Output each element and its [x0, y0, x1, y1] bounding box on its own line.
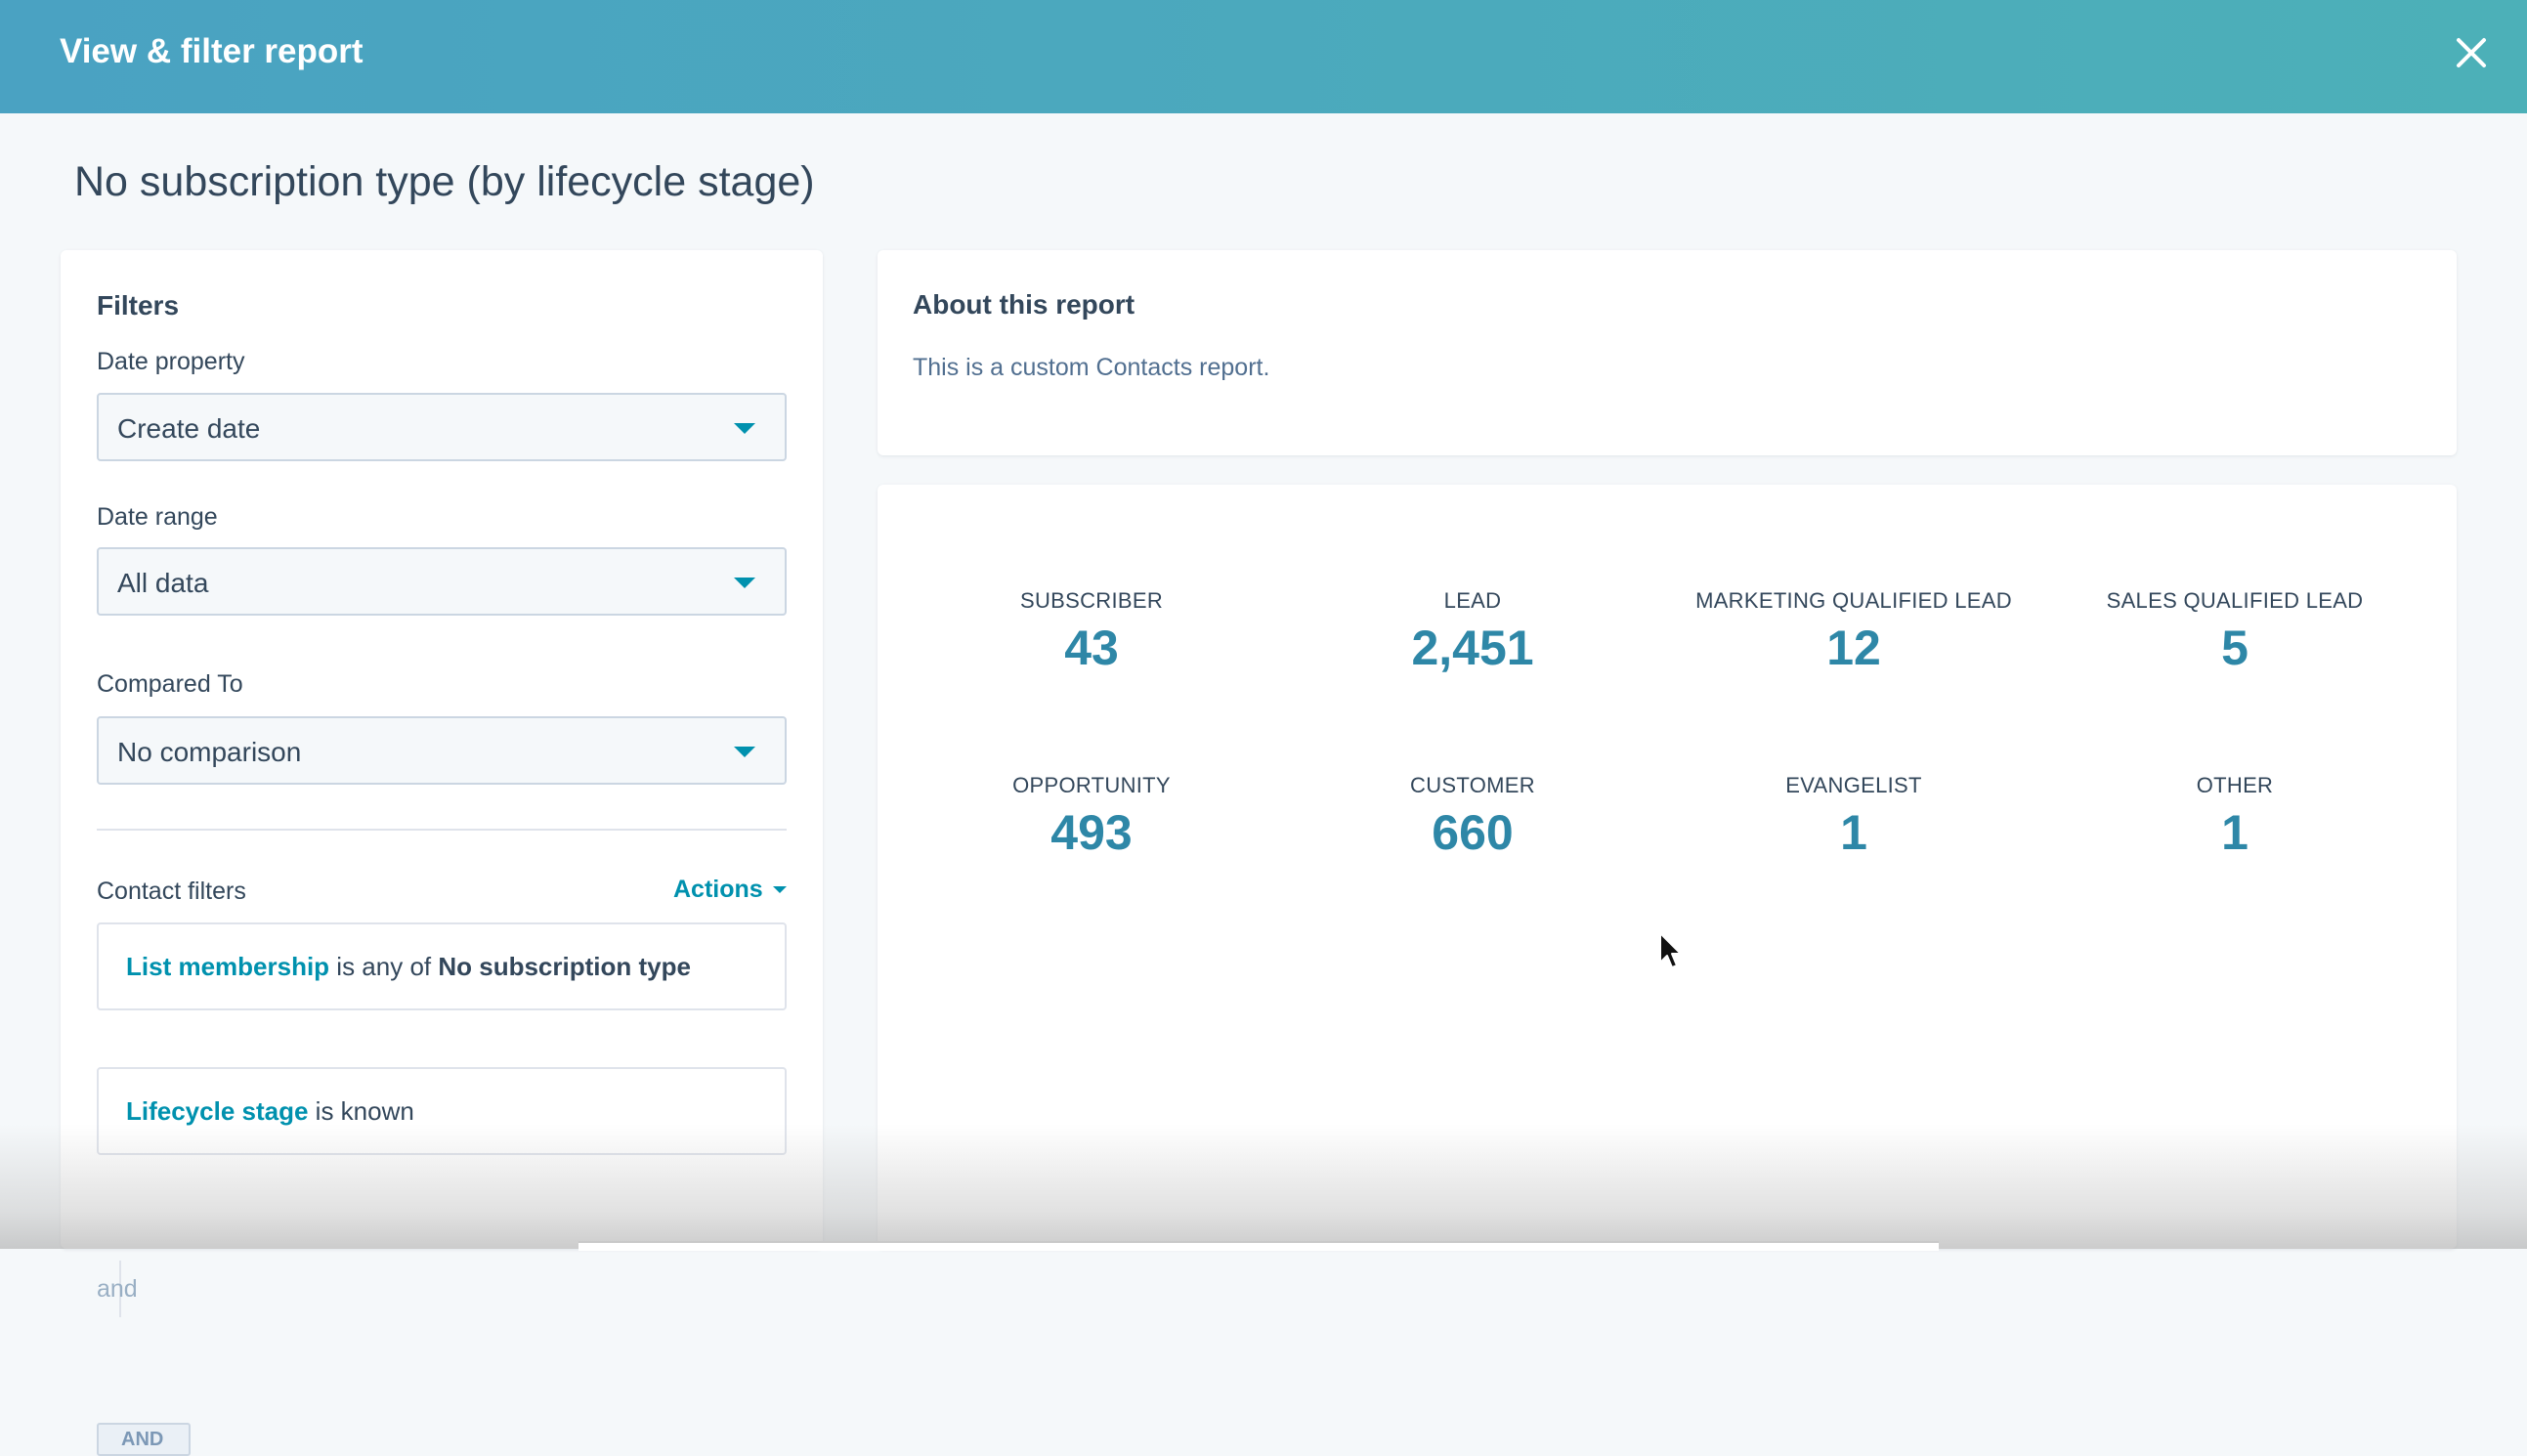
- add-and-button[interactable]: AND: [97, 1423, 191, 1456]
- metric-label: SALES QUALIFIED LEAD: [2106, 588, 2364, 613]
- metric-subscriber: SUBSCRIBER 43: [901, 588, 1282, 676]
- metric-value: 493: [1050, 805, 1133, 860]
- compared-to-label: Compared To: [97, 670, 243, 698]
- filter-text: Lifecycle stage is known: [126, 1096, 414, 1127]
- date-property-label: Date property: [97, 348, 245, 375]
- metric-customer: CUSTOMER 660: [1282, 773, 1663, 861]
- filter-property[interactable]: List membership: [126, 952, 330, 981]
- metric-value: 2,451: [1411, 621, 1534, 675]
- date-property-select[interactable]: Create date: [97, 393, 787, 461]
- filter-list-membership[interactable]: List membership is any of No subscriptio…: [97, 922, 787, 1010]
- filter-operator: is any of: [336, 952, 432, 981]
- metric-value: 43: [1064, 621, 1119, 675]
- report-title: No subscription type (by lifecycle stage…: [74, 158, 815, 205]
- metric-evangelist: EVANGELIST 1: [1663, 773, 2044, 861]
- about-description: This is a custom Contacts report.: [913, 354, 1270, 381]
- metric-value: 660: [1432, 805, 1514, 860]
- filters-heading: Filters: [97, 290, 180, 321]
- contact-filters-label: Contact filters: [97, 878, 246, 905]
- actions-dropdown[interactable]: Actions: [673, 876, 763, 903]
- metric-label: SUBSCRIBER: [1019, 588, 1164, 613]
- metric-value: 5: [2221, 621, 2249, 675]
- caret-down-icon: [734, 747, 755, 757]
- filter-operator: is known: [315, 1096, 414, 1126]
- caret-down-icon: [734, 578, 755, 588]
- and-label: and: [97, 1275, 138, 1303]
- metric-value: 12: [1826, 621, 1881, 675]
- filter-text: List membership is any of No subscriptio…: [126, 952, 691, 982]
- and-button-label: AND: [121, 1429, 164, 1450]
- compared-to-value: No comparison: [117, 737, 302, 767]
- metric-value: 1: [1840, 805, 1867, 860]
- about-heading: About this report: [913, 289, 1135, 320]
- metric-sales-qualified-lead: SALES QUALIFIED LEAD 5: [2044, 588, 2425, 676]
- modal-title: View & filter report: [60, 32, 364, 70]
- metric-lead: LEAD 2,451: [1282, 588, 1663, 676]
- metric-label: MARKETING QUALIFIED LEAD: [1695, 588, 2012, 613]
- metric-label: OTHER: [2196, 773, 2274, 797]
- about-report-panel: About this report This is a custom Conta…: [878, 250, 2457, 455]
- divider: [97, 829, 787, 831]
- date-range-select[interactable]: All data: [97, 547, 787, 616]
- mouse-pointer-icon: [1659, 932, 1682, 968]
- metric-label: CUSTOMER: [1410, 773, 1535, 797]
- metric-marketing-qualified-lead: MARKETING QUALIFIED LEAD 12: [1663, 588, 2044, 676]
- metric-opportunity: OPPORTUNITY 493: [901, 773, 1282, 861]
- metric-label: EVANGELIST: [1785, 773, 1922, 797]
- filters-panel: Filters Date property Create date Date r…: [61, 250, 823, 1456]
- filter-value: No subscription type: [438, 952, 691, 981]
- close-button[interactable]: [2451, 32, 2492, 73]
- filter-lifecycle-stage[interactable]: Lifecycle stage is known: [97, 1067, 787, 1155]
- metric-label: OPPORTUNITY: [1012, 773, 1171, 797]
- metrics-panel: SUBSCRIBER 43 LEAD 2,451 MARKETING QUALI…: [878, 485, 2457, 1249]
- close-icon: [2457, 38, 2486, 67]
- modal-header: View & filter report: [0, 0, 2527, 113]
- date-range-label: Date range: [97, 503, 218, 531]
- date-range-value: All data: [117, 568, 209, 598]
- metric-other: OTHER 1: [2044, 773, 2425, 861]
- compared-to-select[interactable]: No comparison: [97, 716, 787, 785]
- bottom-bar: [578, 1241, 1939, 1251]
- filter-property[interactable]: Lifecycle stage: [126, 1096, 309, 1126]
- date-property-value: Create date: [117, 413, 261, 444]
- metric-label: LEAD: [1443, 588, 1502, 613]
- caret-down-icon: [773, 886, 787, 893]
- metric-value: 1: [2221, 805, 2249, 860]
- caret-down-icon: [734, 423, 755, 434]
